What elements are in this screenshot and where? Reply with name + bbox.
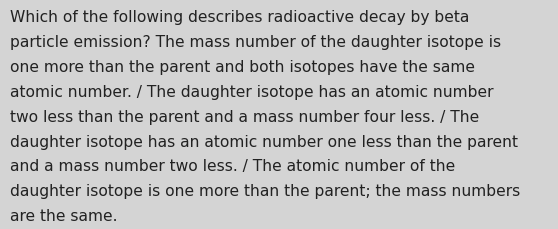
Text: daughter isotope is one more than the parent; the mass numbers: daughter isotope is one more than the pa… (10, 183, 520, 198)
Text: atomic number. / The daughter isotope has an atomic number: atomic number. / The daughter isotope ha… (10, 85, 493, 99)
Text: Which of the following describes radioactive decay by beta: Which of the following describes radioac… (10, 10, 469, 25)
Text: daughter isotope has an atomic number one less than the parent: daughter isotope has an atomic number on… (10, 134, 518, 149)
Text: two less than the parent and a mass number four less. / The: two less than the parent and a mass numb… (10, 109, 479, 124)
Text: are the same.: are the same. (10, 208, 118, 223)
Text: and a mass number two less. / The atomic number of the: and a mass number two less. / The atomic… (10, 159, 455, 174)
Text: particle emission? The mass number of the daughter isotope is: particle emission? The mass number of th… (10, 35, 501, 50)
Text: one more than the parent and both isotopes have the same: one more than the parent and both isotop… (10, 60, 475, 75)
